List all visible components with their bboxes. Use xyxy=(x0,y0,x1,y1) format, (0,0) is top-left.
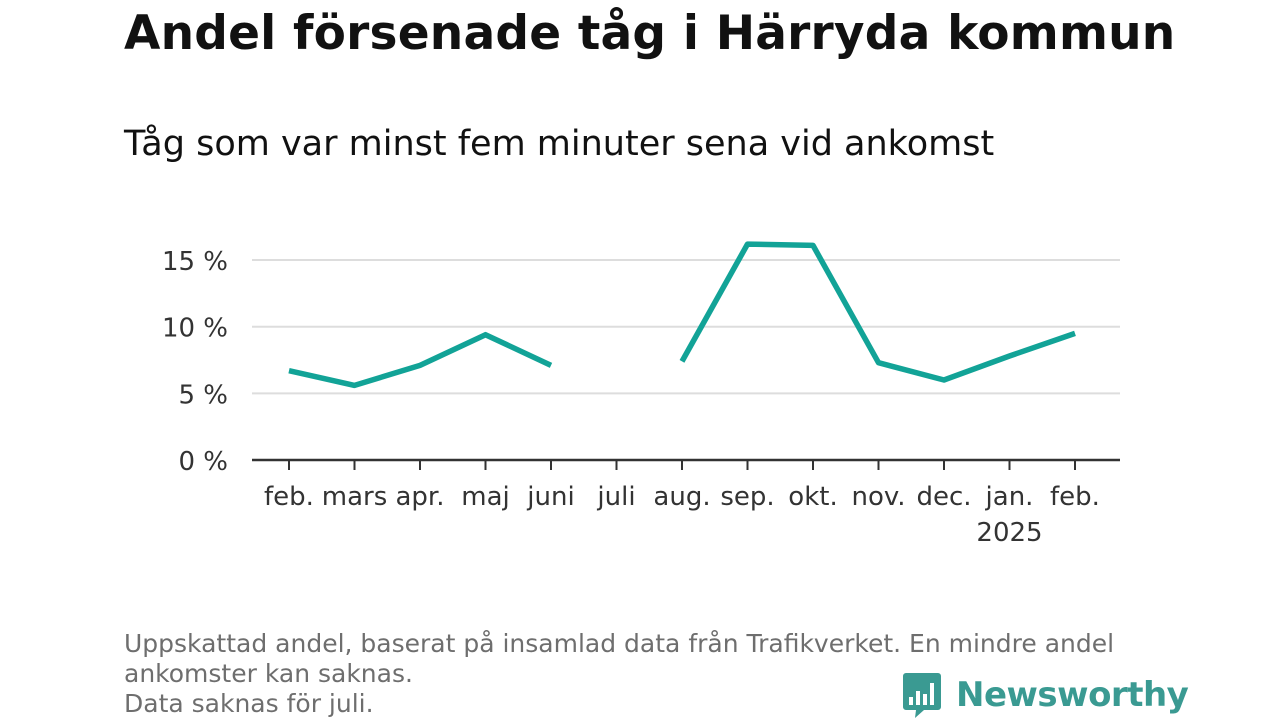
y-tick-label: 5 % xyxy=(178,380,228,410)
x-tick-label: aug. xyxy=(653,482,710,512)
x-tick-label: feb. xyxy=(264,482,314,512)
chart-subtitle: Tåg som var minst fem minuter sena vid a… xyxy=(124,124,995,164)
chart-title: Andel försenade tåg i Härryda kommun xyxy=(124,6,1176,61)
x-tick-label: feb. xyxy=(1050,482,1100,512)
x-tick-label: okt. xyxy=(788,482,837,512)
series-line xyxy=(679,241,1076,383)
y-tick-label: 15 % xyxy=(162,247,228,277)
x-tick-label: mars xyxy=(322,482,388,512)
x-tick-label: jan. xyxy=(985,482,1034,512)
series-line xyxy=(288,331,553,389)
footnote-line-2: ankomster kan saknas. xyxy=(124,659,413,688)
newsworthy-logo: Newsworthy xyxy=(902,670,1189,720)
x-tick-label: maj xyxy=(461,482,509,512)
footnote-line-3: Data saknas för juli. xyxy=(124,689,374,718)
bar-chart-speech-icon xyxy=(903,673,941,718)
x-tick-label: juni xyxy=(526,482,574,512)
footnote-line-1: Uppskattad andel, baserat på insamlad da… xyxy=(124,629,1115,658)
x-tick-sublabel: 2025 xyxy=(976,518,1042,548)
x-tick-label: juli xyxy=(596,482,635,512)
footnote: Uppskattad andel, baserat på insamlad da… xyxy=(124,629,1164,719)
brand-name: Newsworthy xyxy=(956,675,1189,715)
x-tick-label: sep. xyxy=(720,482,774,512)
y-tick-label: 10 % xyxy=(162,314,228,344)
x-tick-label: apr. xyxy=(395,482,444,512)
y-tick-label: 0 % xyxy=(178,447,228,477)
x-tick-label: dec. xyxy=(916,482,971,512)
x-tick-label: nov. xyxy=(851,482,905,512)
